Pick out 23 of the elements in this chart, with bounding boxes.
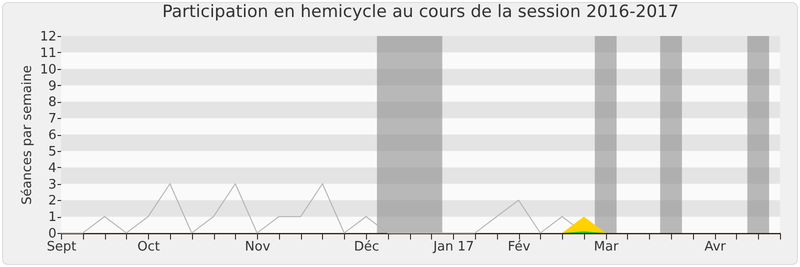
y-tick-label: 0 [48,226,56,242]
x-tick-label: Déc [354,240,380,254]
x-tick-label: Sept [46,240,76,254]
y-tick-label: 10 [40,62,56,78]
x-tick-label: Oct [137,240,160,254]
y-tick-label: 9 [48,78,56,94]
x-tick-label: Fév [508,240,531,254]
x-tick-label: Jan 17 [432,240,474,254]
y-tick-label: 7 [48,112,56,127]
y-tick-label: 6 [48,128,56,143]
y-axis-title: Séances par semaine [20,65,35,205]
x-tick-label: Mar [594,240,620,254]
y-tick-label: 12 [40,30,56,44]
y-tick-label: 2 [48,194,56,209]
chart-title: Participation en hemicycle au cours de la session 2016-2017 [162,2,679,22]
y-tick-label: 8 [48,95,56,110]
y-tick-label: 5 [48,144,56,160]
y-tick-label: 3 [48,177,56,192]
x-tick-label: Avr [704,240,726,254]
y-tick-label: 11 [40,46,56,61]
y-tick-label: 1 [48,210,56,226]
y-tick-label: 4 [48,160,56,176]
x-tick-label: Nov [244,240,271,254]
